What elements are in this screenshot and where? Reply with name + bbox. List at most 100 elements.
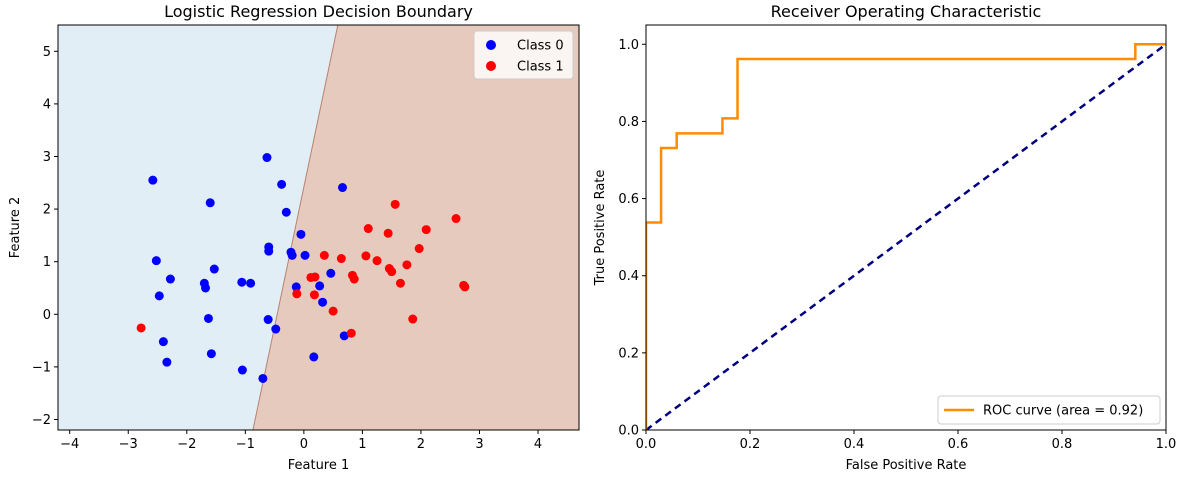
class-1-point: [460, 282, 470, 292]
x-tick-label: 2: [417, 437, 425, 452]
x-tick-label: 3: [475, 437, 483, 452]
right-x-ticks: 0.0 0.2 0.4 0.6 0.8 1.0: [636, 430, 1177, 452]
y-tick-label: 0.0: [618, 424, 639, 439]
class-1-point: [346, 328, 356, 338]
class-0-point: [262, 153, 272, 163]
class-1-point: [349, 274, 359, 284]
decision-boundary-panel: −4 −3 −2 −1 0 1 2 3 4 −2 −1 0 1 2 3 4 5 Logistic Regres…: [8, 2, 580, 473]
class-0-point: [287, 250, 297, 260]
legend-roc-label: ROC curve (area = 0.92): [983, 404, 1143, 419]
left-chart-title: Logistic Regression Decision Boundary: [164, 2, 473, 21]
y-tick-label: 0.6: [618, 192, 639, 207]
class-1-point: [414, 244, 424, 254]
y-tick-label: 0: [43, 308, 51, 323]
x-tick-label: 0: [300, 437, 308, 452]
x-tick-label: 0.2: [740, 437, 761, 452]
class-0-region: [58, 25, 338, 430]
right-legend-box: [937, 395, 1161, 425]
left-y-ticks: −2 −1 0 1 2 3 4 5: [32, 45, 58, 428]
class-0-point: [271, 324, 281, 334]
y-tick-label: 3: [43, 150, 51, 165]
left-x-axis-label: Feature 1: [288, 458, 350, 473]
class-0-point: [151, 256, 161, 266]
class-0-point: [148, 175, 158, 185]
left-legend: Class 0 Class 1: [473, 30, 574, 80]
left-plot-frame: [57, 24, 580, 431]
x-tick-label: 0.6: [948, 437, 969, 452]
class-1-point: [292, 289, 302, 299]
class-0-point: [162, 357, 172, 367]
class-0-point: [296, 229, 306, 239]
y-tick-label: −1: [32, 360, 51, 375]
x-tick-label: −4: [60, 437, 79, 452]
x-tick-label: 0.4: [844, 437, 865, 452]
y-tick-label: 0.2: [618, 346, 639, 361]
class-1-point: [309, 290, 319, 300]
class-0-point: [277, 179, 287, 189]
class-0-point: [203, 313, 213, 323]
class-0-point: [154, 291, 164, 301]
x-tick-label: −2: [177, 437, 196, 452]
right-y-ticks: 0.0 0.2 0.4 0.6 0.8 1.0: [618, 38, 646, 439]
right-y-axis-label: True Positive Rate: [593, 170, 608, 287]
left-x-ticks: −4 −3 −2 −1 0 1 2 3 4: [60, 430, 542, 452]
class-0-point: [339, 331, 349, 341]
class-1-point: [328, 306, 338, 316]
class-0-point: [309, 352, 319, 362]
x-tick-label: −1: [236, 437, 255, 452]
class-0-point: [291, 282, 301, 292]
y-tick-label: 1: [43, 255, 51, 270]
y-tick-label: 2: [43, 203, 51, 218]
class-1-point: [408, 314, 418, 324]
class-0-point: [206, 349, 216, 359]
class-1-point: [361, 251, 371, 261]
class-1-point: [390, 199, 400, 209]
x-tick-label: 4: [534, 437, 542, 452]
x-tick-label: 1.0: [1156, 437, 1177, 452]
left-y-axis-label: Feature 2: [8, 197, 23, 259]
class-1-point: [402, 260, 412, 270]
class-1-point: [319, 250, 329, 260]
right-chart-title: Receiver Operating Characteristic: [771, 2, 1042, 21]
class-1-point: [421, 225, 431, 235]
y-tick-label: −2: [32, 413, 51, 428]
class-0-point: [326, 268, 336, 278]
class-1-point: [387, 267, 397, 277]
x-tick-label: 0.0: [636, 437, 657, 452]
class-1-point: [451, 214, 461, 224]
x-tick-label: 0.8: [1052, 437, 1073, 452]
right-legend: ROC curve (area = 0.92): [937, 395, 1161, 425]
class-0-point: [209, 264, 219, 274]
left-legend-box: [473, 30, 574, 80]
y-tick-label: 5: [43, 45, 51, 60]
roc-panel: 0.0 0.2 0.4 0.6 0.8 1.0 0.0 0.2 0.4 0.6 0.8 1.0 Re…: [593, 2, 1176, 473]
legend-marker-class-0: [486, 40, 496, 50]
class-1-point: [136, 323, 146, 333]
right-plot-frame: [645, 24, 1167, 431]
class-0-point: [165, 274, 175, 284]
class-0-point: [315, 281, 325, 291]
class-0-point: [264, 246, 274, 256]
class-0-point: [338, 183, 348, 193]
class-0-point: [318, 297, 328, 307]
y-tick-label: 4: [43, 97, 51, 112]
class-1-point: [336, 254, 346, 264]
y-tick-label: 1.0: [618, 38, 639, 53]
legend-marker-class-1: [486, 61, 496, 71]
class-0-point: [158, 337, 168, 347]
roc-curve-line: [646, 43, 1166, 430]
class-1-region: [252, 25, 579, 430]
y-tick-label: 0.4: [618, 269, 639, 284]
class-1-point: [310, 272, 320, 282]
class-1-point: [383, 228, 393, 238]
y-tick-label: 0.8: [618, 115, 639, 130]
scatter-points: [136, 153, 470, 383]
class-0-point: [300, 250, 310, 260]
x-tick-label: 1: [358, 437, 366, 452]
right-x-axis-label: False Positive Rate: [846, 458, 967, 473]
class-0-point: [263, 315, 273, 325]
class-1-point: [363, 224, 373, 234]
x-tick-label: −3: [119, 437, 138, 452]
decision-boundary-line: [252, 25, 339, 430]
